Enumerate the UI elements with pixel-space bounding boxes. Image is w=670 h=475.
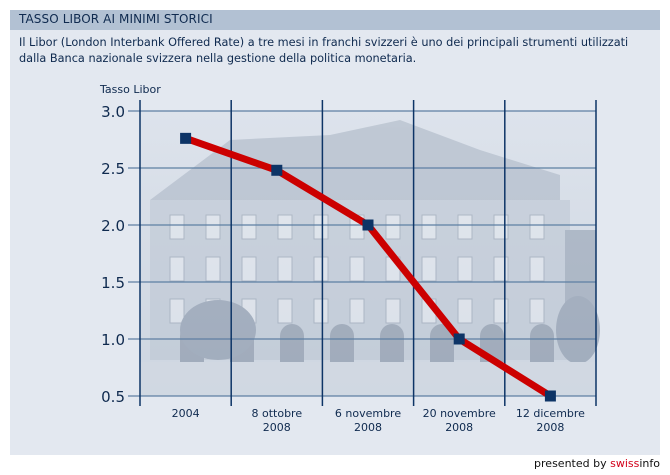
title-bar: TASSO LIBOR AI MINIMI STORICI bbox=[10, 10, 660, 30]
building-window bbox=[277, 214, 293, 240]
building-window bbox=[205, 214, 221, 240]
tree bbox=[556, 296, 600, 364]
building-roof bbox=[150, 120, 560, 200]
data-point-marker bbox=[271, 164, 283, 176]
building-window bbox=[169, 298, 185, 324]
building-window bbox=[205, 256, 221, 282]
y-axis-label: Tasso Libor bbox=[99, 83, 161, 96]
building-window bbox=[457, 298, 473, 324]
chart-description: Il Libor (London Interbank Offered Rate)… bbox=[19, 35, 659, 67]
x-tick-label: 20 novembre 2008 bbox=[423, 407, 496, 434]
building-window bbox=[421, 256, 437, 282]
y-tick-label: 1.5 bbox=[101, 274, 125, 292]
building-window bbox=[529, 214, 545, 240]
x-tick-label: 8 ottobre 2008 bbox=[251, 407, 302, 434]
building-window bbox=[277, 256, 293, 282]
building-window bbox=[169, 214, 185, 240]
x-tick-label-line: 2008 bbox=[263, 421, 291, 434]
building-window bbox=[349, 298, 365, 324]
building-window bbox=[277, 298, 293, 324]
building-arch bbox=[380, 324, 404, 362]
building-window bbox=[493, 256, 509, 282]
building-window bbox=[493, 214, 509, 240]
building-window bbox=[457, 214, 473, 240]
description-line-1: Il Libor (London Interbank Offered Rate)… bbox=[19, 36, 629, 49]
building-window bbox=[385, 214, 401, 240]
description-line-2: dalla Banca nazionale svizzera nella ges… bbox=[19, 52, 417, 65]
x-tick-label-line: 2008 bbox=[445, 421, 473, 434]
brand-info: info bbox=[639, 457, 660, 470]
building-window bbox=[529, 298, 545, 324]
y-tick-label: 2.5 bbox=[101, 160, 125, 178]
building-window bbox=[313, 256, 329, 282]
y-tick-label: 0.5 bbox=[101, 388, 125, 406]
x-tick-label-line: 2004 bbox=[172, 407, 200, 420]
building-window bbox=[313, 298, 329, 324]
brand-swiss: swiss bbox=[610, 457, 640, 470]
building-window bbox=[349, 256, 365, 282]
building-window bbox=[313, 214, 329, 240]
data-point-marker bbox=[180, 132, 192, 144]
building-window bbox=[241, 256, 257, 282]
credit-prefix: presented by bbox=[534, 457, 611, 470]
data-point-marker bbox=[453, 333, 465, 345]
y-tick-label: 3.0 bbox=[101, 103, 125, 121]
x-tick-label: 12 dicembre 2008 bbox=[516, 407, 585, 434]
x-tick-label-line: 2008 bbox=[354, 421, 382, 434]
y-tick-label: 2.0 bbox=[101, 217, 125, 235]
chart-title: TASSO LIBOR AI MINIMI STORICI bbox=[19, 12, 213, 26]
x-tick-label: 2004 bbox=[172, 407, 200, 420]
building-arch bbox=[330, 324, 354, 362]
x-tick-label-line: 6 novembre bbox=[335, 407, 401, 420]
x-tick-label: 6 novembre 2008 bbox=[335, 407, 401, 434]
building-arch bbox=[530, 324, 554, 362]
data-point-marker bbox=[544, 390, 556, 402]
building-window bbox=[493, 298, 509, 324]
building-arch bbox=[280, 324, 304, 362]
x-tick-label-line: 12 dicembre bbox=[516, 407, 585, 420]
building-arch bbox=[430, 324, 454, 362]
y-tick-label: 1.0 bbox=[101, 331, 125, 349]
x-tick-label-line: 20 novembre bbox=[423, 407, 496, 420]
building-window bbox=[457, 256, 473, 282]
x-tick-label-line: 8 ottobre bbox=[251, 407, 302, 420]
building-window bbox=[241, 214, 257, 240]
building-window bbox=[529, 256, 545, 282]
data-point-marker bbox=[362, 219, 374, 231]
building-window bbox=[169, 256, 185, 282]
tree bbox=[180, 300, 256, 360]
building-photo bbox=[140, 120, 600, 396]
x-tick-label-line: 2008 bbox=[536, 421, 564, 434]
building-window bbox=[385, 298, 401, 324]
credit-line: presented by swissinfo bbox=[534, 457, 660, 470]
building-window bbox=[421, 214, 437, 240]
